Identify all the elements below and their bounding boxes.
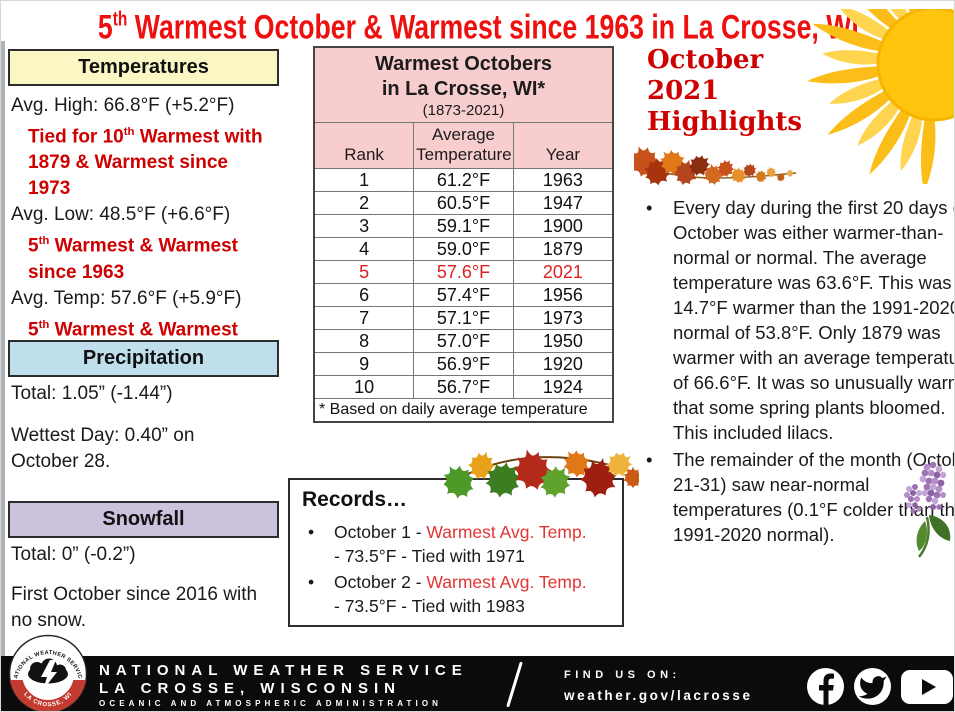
social-icons	[807, 668, 953, 705]
records-title: Records…	[302, 488, 408, 511]
storm-cloud-icon	[28, 658, 68, 690]
youtube-icon[interactable]	[901, 669, 953, 705]
table-header-row: Rank Average Temperature Year	[313, 122, 614, 169]
footer-line-nws: NATIONAL WEATHER SERVICE	[99, 662, 468, 679]
avg-high-line: Avg. High: 66.8°F (+5.2°F)	[11, 95, 235, 116]
page-title: 5th Warmest October & Warmest since 1963…	[1, 7, 954, 47]
records-list: October 1 - Warmest Avg. Temp. - 73.5°F …	[302, 520, 610, 618]
snow-note-line: First October since 2016 with no snow.	[11, 584, 258, 631]
precipitation-body: Total: 1.05” (-1.44”) Wettest Day: 0.40”…	[11, 381, 281, 475]
snowfall-body: Total: 0” (-0.2”) First October since 20…	[11, 542, 281, 634]
avg-low-note: 5th Warmest & Warmest since 1963	[28, 235, 238, 283]
twitter-icon[interactable]	[854, 668, 891, 705]
title-superscript: th	[112, 7, 128, 31]
table-row: 7 57.1°F 1973	[313, 306, 614, 330]
records-box: Records… October 1 - Warmest Avg. Temp. …	[288, 478, 624, 627]
table-row: 3 59.1°F 1900	[313, 214, 614, 238]
table-footnote-row: * Based on daily average temperature	[313, 398, 614, 423]
table-caption: Warmest Octobers in La Crosse, WI* (1873…	[313, 46, 614, 123]
record-item: October 1 - Warmest Avg. Temp. - 73.5°F …	[306, 520, 596, 568]
col-rank: Rank	[313, 122, 415, 169]
table-row: 8 57.0°F 1950	[313, 329, 614, 353]
snowfall-header: Snowfall	[8, 501, 279, 538]
col-average-temperature: Average Temperature	[413, 122, 514, 169]
precip-total-line: Total: 1.05” (-1.44”)	[11, 383, 173, 404]
table-row: 4 59.0°F 1879	[313, 237, 614, 261]
table-row: 1 61.2°F 1963	[313, 168, 614, 192]
table-title-line2: in La Crosse, WI*	[381, 78, 546, 100]
table-title-line1: Warmest Octobers	[374, 53, 553, 75]
find-us-label: FIND US ON:	[564, 669, 681, 681]
footer-agency-block: NATIONAL WEATHER SERVICE LA CROSSE, WISC…	[99, 662, 468, 709]
avg-low-line: Avg. Low: 48.5°F (+6.6°F)	[11, 204, 231, 226]
footer-line-noaa: OCEANIC AND ATMOSPHERIC ADMINISTRATION	[99, 699, 443, 708]
record-item: October 2 - Warmest Avg. Temp. - 73.5°F …	[306, 570, 596, 618]
temperatures-body: Avg. High: 66.8°F (+5.2°F) Tied for 10th…	[11, 93, 287, 369]
highlights-list: Every day during the first 20 days of Oc…	[641, 195, 954, 549]
wettest-day-line: Wettest Day: 0.40” on October 28.	[11, 425, 195, 472]
highlight-item: The remainder of the month (October 21-3…	[646, 447, 954, 547]
table-row-highlighted-2021: 5 57.6°F 2021	[313, 260, 614, 284]
title-prefix: 5	[98, 7, 113, 47]
temperatures-header: Temperatures	[8, 49, 279, 86]
footer-bar	[1, 656, 954, 711]
avg-high-note: Tied for 10th Warmest with 1879 & Warmes…	[28, 126, 263, 200]
facebook-icon[interactable]	[807, 668, 844, 705]
table-row: 10 56.7°F 1924	[313, 375, 614, 399]
table-footnote: * Based on daily average temperature	[313, 398, 614, 423]
title-rest: Warmest October & Warmest since 1963 in …	[127, 7, 859, 47]
table-row: 9 56.9°F 1920	[313, 352, 614, 376]
slide-edge	[1, 41, 5, 711]
table-row: 2 60.5°F 1947	[313, 191, 614, 215]
highlights-header: October 2021 Highlights	[647, 45, 803, 137]
precipitation-header: Precipitation	[8, 340, 279, 377]
snow-total-line: Total: 0” (-0.2”)	[11, 544, 136, 565]
table-subtitle: (1873-2021)	[422, 102, 505, 119]
table-row: 6 57.4°F 1956	[313, 283, 614, 307]
col-year: Year	[512, 122, 614, 169]
warmest-octobers-table: Warmest Octobers in La Crosse, WI* (1873…	[313, 46, 614, 423]
avg-temp-line: Avg. Temp: 57.6°F (+5.9°F)	[11, 287, 242, 309]
find-us-block: FIND US ON: weather.gov/lacrosse	[564, 668, 753, 704]
footer-url-link[interactable]: weather.gov/lacrosse	[564, 688, 753, 703]
highlight-item: Every day during the first 20 days of Oc…	[646, 195, 954, 445]
footer-line-office: LA CROSSE, WISCONSIN	[99, 680, 401, 697]
autumn-leaves-icon	[634, 141, 797, 191]
nws-logo: NATIONAL WEATHER SERVICE LA CROSSE, WI	[8, 634, 88, 711]
